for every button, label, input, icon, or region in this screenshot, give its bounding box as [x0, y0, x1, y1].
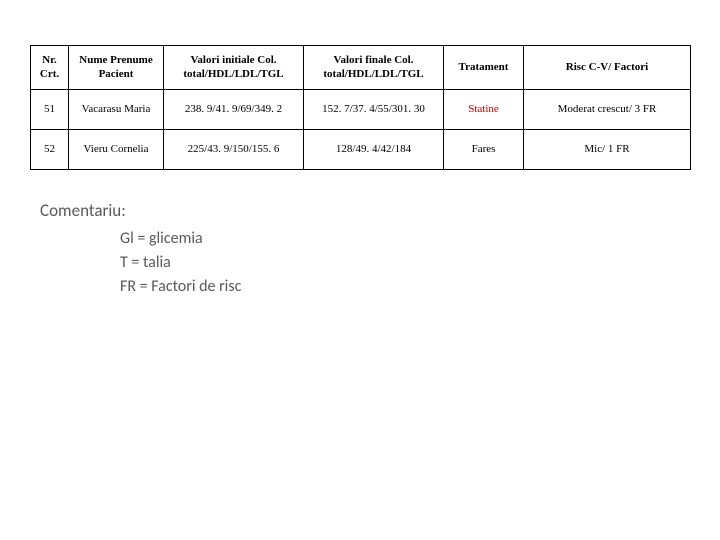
cell-nr: 51 [31, 90, 69, 130]
cell-nume: Vieru Cornelia [69, 130, 164, 170]
table-row: 52 Vieru Cornelia 225/43. 9/150/155. 6 1… [31, 130, 691, 170]
comment-line: T = talia [120, 251, 690, 275]
cell-vi: 238. 9/41. 9/69/349. 2 [164, 90, 304, 130]
cell-vf: 152. 7/37. 4/55/301. 30 [304, 90, 444, 130]
table-row: 51 Vacarasu Maria 238. 9/41. 9/69/349. 2… [31, 90, 691, 130]
cell-tratament: Fares [444, 130, 524, 170]
comment-line: FR = Factori de risc [120, 275, 690, 299]
cell-risc: Moderat crescut/ 3 FR [524, 90, 691, 130]
cell-vi: 225/43. 9/150/155. 6 [164, 130, 304, 170]
table-header-row: Nr. Crt. Nume Prenume Pacient Valori ini… [31, 46, 691, 90]
cell-risc: Mic/ 1 FR [524, 130, 691, 170]
col-header-nr: Nr. Crt. [31, 46, 69, 90]
cell-nr: 52 [31, 130, 69, 170]
comment-block: Comentariu: Gl = glicemia T = talia FR =… [40, 200, 690, 299]
cell-nume: Vacarasu Maria [69, 90, 164, 130]
comment-title: Comentariu: [40, 200, 690, 221]
cell-tratament: Statine [444, 90, 524, 130]
comment-line: Gl = glicemia [120, 227, 690, 251]
col-header-trat: Tratament [444, 46, 524, 90]
patient-table: Nr. Crt. Nume Prenume Pacient Valori ini… [30, 45, 691, 170]
col-header-vf: Valori finale Col. total/HDL/LDL/TGL [304, 46, 444, 90]
cell-vf: 128/49. 4/42/184 [304, 130, 444, 170]
col-header-nume: Nume Prenume Pacient [69, 46, 164, 90]
col-header-vi: Valori initiale Col. total/HDL/LDL/TGL [164, 46, 304, 90]
col-header-risc: Risc C-V/ Factori [524, 46, 691, 90]
